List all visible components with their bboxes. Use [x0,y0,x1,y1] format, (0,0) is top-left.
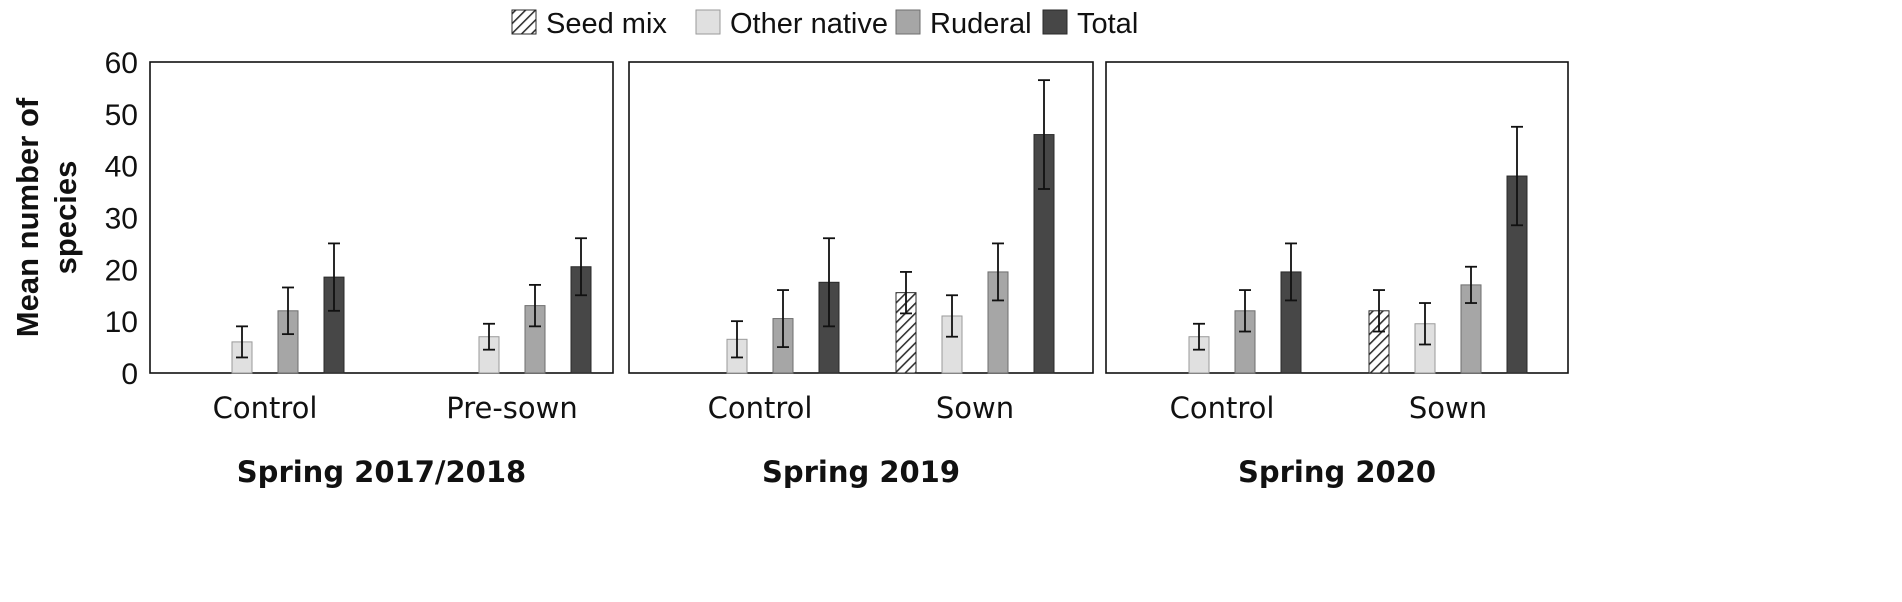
panel-title: Spring 2017/2018 [237,455,526,489]
category-label: Pre-sown [446,391,578,425]
panel-1: Control Pre-sown Spring 2017/2018 [149,61,614,489]
y-tick-label: 20 [105,254,138,287]
legend: Seed mix Other native Ruderal Total [511,8,1138,40]
error-bar [731,320,743,359]
y-tick-label: 30 [105,203,138,236]
legend-entry-ruderal: Ruderal [895,8,1032,40]
category-label: Control [213,391,318,425]
y-axis: 0 10 20 30 40 50 60 Mean number ofspecies [10,47,138,391]
panel-3: Control Sown Spring 2020 [1105,61,1569,489]
y-axis-label-line: species [48,161,83,275]
panel-frame [1105,61,1569,374]
category-label: Sown [936,391,1014,425]
bar-group-control: Control [708,237,840,425]
error-bar [483,322,495,351]
bar-group-sown: Sown [895,79,1055,425]
error-bar [823,237,835,328]
panel-frame [149,61,614,374]
legend-swatch-seed-mix [511,9,537,35]
legend-label: Total [1077,8,1138,40]
error-bar [282,286,294,336]
panel-frame [628,61,1094,374]
error-bar [946,294,958,338]
y-tick-label: 10 [105,306,138,339]
category-label: Control [708,391,813,425]
y-axis-label: Mean number ofspecies [10,97,83,337]
y-tick-label: 0 [121,358,138,391]
bar-group-control: Control [1170,242,1302,425]
legend-label: Seed mix [546,8,667,40]
error-bar [1038,79,1050,190]
y-tick-label: 50 [105,99,138,132]
y-axis-label-line: Mean number of [10,97,45,337]
error-bar [1373,289,1385,333]
panel-title: Spring 2020 [1238,455,1436,489]
error-bar [900,271,912,315]
legend-swatch-other-native [695,9,721,35]
legend-label: Other native [730,8,888,40]
error-bar [328,242,340,312]
y-tick-label: 60 [105,47,138,80]
y-tick-label: 40 [105,151,138,184]
panels: Control Pre-sown Spring 2017/2018 Control So… [149,61,1569,489]
error-bar [1285,242,1297,302]
error-bar [777,289,789,348]
legend-swatch-ruderal [895,9,921,35]
category-label: Sown [1409,391,1487,425]
bar-group-pre-sown: Pre-sown [446,237,592,425]
legend-entry-seed-mix: Seed mix [511,8,667,40]
legend-swatch-total [1042,9,1068,35]
bar-group-sown: Sown [1368,125,1528,425]
error-bar [1511,125,1523,227]
panel-2: Control Sown Spring 2019 [628,61,1094,489]
error-bar [992,242,1004,302]
error-bar [575,237,587,297]
legend-label: Ruderal [930,8,1032,40]
category-label: Control [1170,391,1275,425]
error-bar [236,325,248,359]
error-bar [1465,265,1477,304]
legend-entry-other-native: Other native [695,8,888,40]
error-bar [529,283,541,328]
error-bar [1419,302,1431,346]
legend-entry-total: Total [1042,8,1138,40]
bar-group-control: Control [213,242,345,425]
error-bar [1239,289,1251,333]
panel-title: Spring 2019 [762,455,960,489]
error-bar [1193,322,1205,351]
